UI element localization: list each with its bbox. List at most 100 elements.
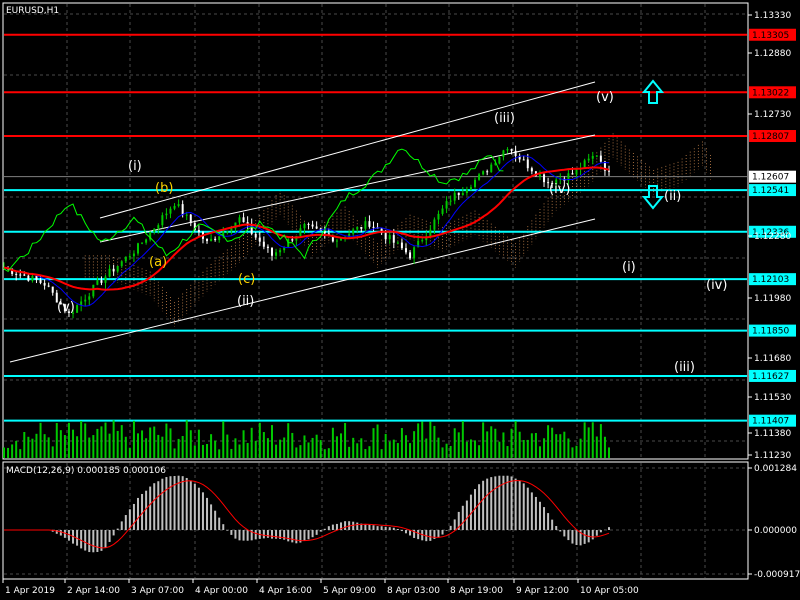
- candle-body: [465, 189, 468, 194]
- candle-body: [413, 247, 416, 259]
- candle-body: [291, 239, 294, 241]
- candle-body: [222, 231, 225, 237]
- candle-body: [96, 280, 99, 285]
- candle-body: [490, 164, 493, 173]
- candle-body: [246, 222, 249, 225]
- channel-mid-line: [99, 134, 596, 243]
- candle-body: [518, 155, 521, 160]
- wave-label: (c): [238, 272, 255, 287]
- candle-body: [409, 252, 412, 259]
- candle-body: [283, 246, 286, 251]
- time-tick-label: 8 Apr 19:00: [450, 586, 503, 596]
- candle-body: [514, 150, 517, 156]
- time-tick-label: 1 Apr 2019: [5, 586, 55, 596]
- ma-fast-line: [3, 155, 610, 307]
- candle-body: [551, 182, 554, 184]
- resistance-tag: [749, 130, 796, 143]
- candle-body: [526, 159, 529, 169]
- main-panel: [2, 2, 749, 460]
- macd-tick-label: 0.000000: [754, 526, 797, 536]
- wave-label: (ii): [237, 294, 254, 309]
- candle-body: [165, 213, 168, 216]
- candle-body: [88, 296, 91, 300]
- candle-body: [141, 242, 144, 244]
- current-price-tag: [749, 170, 796, 183]
- candle-body: [157, 225, 160, 229]
- candle-body: [486, 171, 489, 173]
- macd-signal-line: [4, 480, 610, 549]
- candle-body: [461, 193, 464, 196]
- price-tick-label: 1.11530: [754, 393, 791, 403]
- candle-body: [279, 250, 282, 253]
- candle-body: [421, 240, 424, 242]
- candle-body: [80, 301, 83, 306]
- candle-body: [502, 150, 505, 157]
- candle-body: [39, 279, 42, 283]
- candle-body: [76, 305, 79, 313]
- price-tick-label: 1.13330: [754, 11, 791, 21]
- candle-body: [575, 168, 578, 175]
- candle-body: [315, 226, 318, 229]
- candle-body: [522, 159, 525, 161]
- channel-lower-line: [9, 218, 596, 363]
- candle-body: [417, 240, 420, 248]
- candle-body: [433, 219, 436, 230]
- candle-body: [372, 226, 375, 228]
- candle-body: [238, 217, 241, 223]
- time-axis: 1 Apr 2019 2 Apr 14:00 3 Apr 07:00 4 Apr 00…: [2, 579, 639, 596]
- candle-body: [368, 221, 371, 227]
- ma-slow-line: [3, 166, 610, 291]
- candle-body: [84, 299, 87, 302]
- resistance-label: 1.12807: [752, 132, 789, 142]
- candle-body: [364, 221, 367, 229]
- candle-body: [530, 168, 533, 172]
- support-label: 1.12541: [752, 186, 789, 196]
- price-tick-label: 1.12880: [754, 49, 791, 59]
- candle-body: [608, 170, 610, 172]
- candle-body: [169, 208, 172, 214]
- time-tick-label: 4 Apr 00:00: [195, 586, 248, 596]
- direction-arrows: [641, 79, 665, 210]
- candle-body: [206, 238, 209, 242]
- time-tick-label: 3 Apr 07:00: [131, 586, 184, 596]
- candle-body: [429, 229, 432, 237]
- candle-body: [47, 285, 50, 287]
- candle-body: [445, 201, 448, 209]
- macd-title: MACD(12,26,9) 0.000185 0.000106: [6, 466, 166, 476]
- candle-body: [11, 268, 14, 274]
- price-tick-label: 1.12280: [754, 232, 791, 242]
- candle-body: [104, 276, 107, 283]
- macd-panel: [2, 461, 749, 580]
- candle-body: [161, 215, 164, 226]
- time-tick-label: 10 Apr 05:00: [580, 586, 639, 596]
- candle-body: [498, 156, 501, 164]
- candle-body: [27, 275, 30, 281]
- time-tick-label: 2 Apr 14:00: [67, 586, 120, 596]
- candle-body: [242, 217, 245, 223]
- candle-body: [311, 224, 314, 227]
- current-price-label: 1.12607: [752, 173, 789, 183]
- candle-body: [474, 179, 477, 188]
- candle-body: [567, 173, 570, 181]
- price-tick-label: 1.12730: [754, 110, 791, 120]
- candle-body: [348, 233, 351, 238]
- candle-body: [591, 155, 594, 159]
- price-tick-label: 1.11680: [754, 354, 791, 364]
- candle-body: [437, 213, 440, 220]
- candle-body: [210, 238, 213, 242]
- candle-body: [299, 228, 302, 236]
- price-tick-label: 1.11230: [754, 451, 791, 461]
- candle-body: [258, 237, 261, 242]
- candle-body: [352, 229, 355, 234]
- macd-indicator: [4, 475, 610, 553]
- candle-body: [51, 286, 54, 293]
- candle-body: [506, 149, 509, 151]
- candle-body: [72, 312, 75, 314]
- candle-body: [193, 223, 196, 231]
- candle-body: [234, 222, 237, 229]
- wave-label: (iv): [549, 182, 570, 197]
- candle-body: [230, 228, 233, 232]
- candle-body: [35, 275, 38, 280]
- candle-body: [67, 311, 70, 313]
